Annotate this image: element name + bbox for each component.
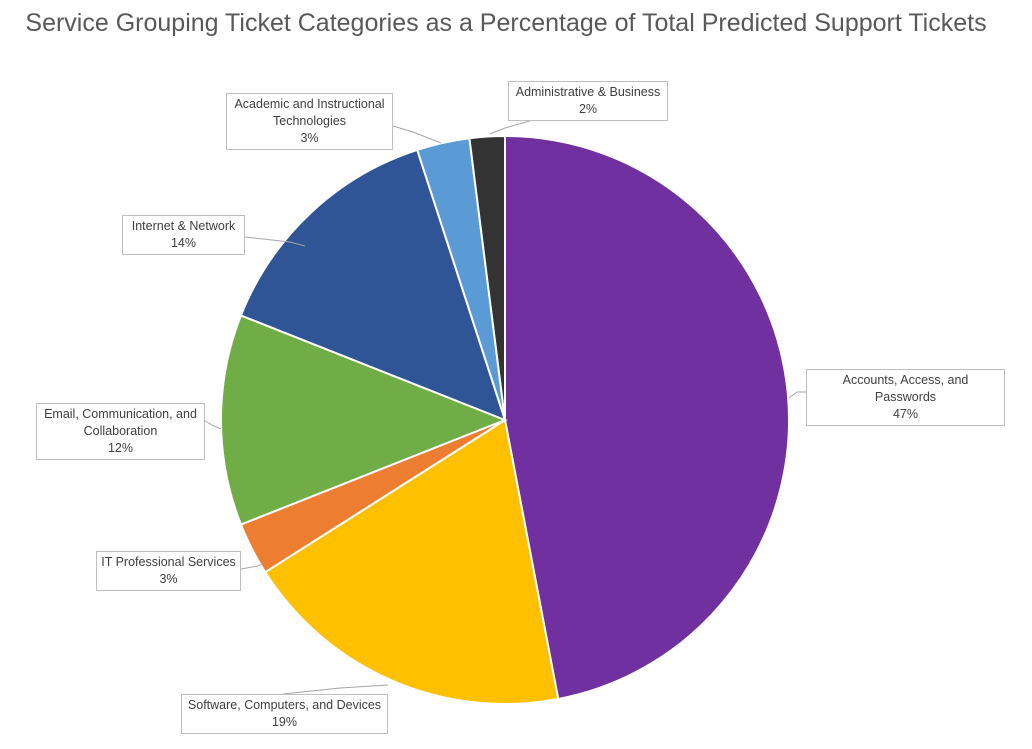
- leader-line: [489, 117, 541, 135]
- leader-line: [240, 562, 264, 570]
- data-label-accounts-access-passwords: Accounts, Access, and Passwords 47%: [806, 369, 1005, 426]
- chart-title: Service Grouping Ticket Categories as a …: [25, 9, 987, 37]
- data-label-category: IT Professional Services: [101, 555, 236, 569]
- data-label-internet-network: Internet & Network 14%: [122, 215, 245, 255]
- data-label-email-communication-collaboration: Email, Communication, and Collaboration …: [36, 403, 205, 460]
- leader-line: [282, 684, 389, 695]
- data-label-value: 47%: [892, 407, 919, 421]
- leader-line: [392, 125, 442, 144]
- data-label-category: Internet & Network: [131, 219, 236, 233]
- pie-slice-accounts-access-and-passwords: [504, 134, 791, 701]
- data-label-value: 12%: [107, 441, 134, 455]
- data-label-category: Software, Computers, and Devices: [187, 698, 382, 712]
- data-label-category: Email, Communication, and Collaboration: [44, 407, 197, 438]
- pie-slice-email-communication-and-collaboration: [219, 314, 508, 526]
- leader-line: [204, 420, 222, 430]
- data-label-value: 3%: [159, 572, 178, 586]
- pie-slice-software-computers-and-devices: [263, 418, 560, 705]
- data-label-academic-instructional-technologies: Academic and Instructional Technologies …: [226, 93, 393, 150]
- data-label-value: 19%: [271, 715, 298, 729]
- data-label-administrative-business: Administrative & Business 2%: [508, 81, 668, 121]
- leader-line: [244, 236, 306, 247]
- data-label-software-computers-devices: Software, Computers, and Devices 19%: [181, 694, 388, 734]
- data-label-value: 3%: [300, 131, 319, 145]
- pie-slice-administrative-business: [468, 134, 506, 421]
- data-label-value: 14%: [170, 236, 197, 250]
- data-label-category: Administrative & Business: [515, 85, 661, 99]
- data-label-category: Academic and Instructional Technologies: [234, 97, 385, 128]
- leader-line: [788, 391, 806, 399]
- data-label-it-professional-services: IT Professional Services 3%: [96, 551, 241, 591]
- data-label-value: 2%: [578, 102, 598, 116]
- data-label-category: Accounts, Access, and Passwords: [842, 373, 969, 404]
